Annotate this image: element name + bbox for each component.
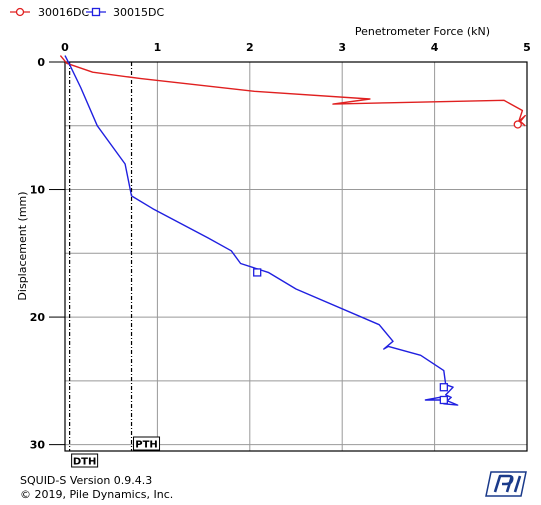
series-1 [59, 55, 526, 129]
x-tick-label-3: 3 [338, 41, 346, 54]
copyright-text: © 2019, Pile Dynamics, Inc. [20, 488, 174, 501]
x-tick-label-2: 2 [246, 41, 254, 54]
x-tick-label-1: 1 [154, 41, 162, 54]
y-tick-labels: 0 10 20 30 [30, 56, 65, 452]
y-tick-label-3: 30 [30, 439, 46, 452]
grid [64, 61, 528, 452]
x-tick-label-4: 4 [431, 41, 439, 54]
y-tick-label-0: 0 [37, 56, 45, 69]
reference-label-box-pth [133, 436, 161, 451]
series-line-2 [64, 55, 459, 406]
series-2-marker-1 [439, 383, 448, 392]
x-axis-title: Penetrometer Force (kN) [355, 25, 490, 38]
reference-label-dth: DTH [73, 457, 97, 468]
legend: 30016DC 30015DC [10, 6, 164, 19]
plot-frame [64, 61, 528, 452]
x-tick-labels: 0 1 2 3 4 5 [61, 41, 531, 54]
series-2-marker-0 [253, 268, 262, 277]
reference-label-box-dth [71, 453, 99, 468]
circle-marker-icon [15, 7, 25, 17]
series-line-1 [59, 55, 526, 127]
series-1-marker-0 [513, 120, 522, 129]
version-text: SQUID-S Version 0.9.4.3 [20, 474, 153, 487]
square-marker-icon [91, 7, 101, 17]
x-tick-label-0: 0 [61, 41, 69, 54]
x-tick-label-5: 5 [523, 41, 531, 54]
y-axis-title: Displacement (mm) [16, 191, 29, 300]
reference-lines: DTH PTH [69, 62, 161, 468]
series-2 [64, 55, 459, 406]
legend-item-series-1: 30016DC [10, 6, 89, 19]
legend-item-series-2: 30015DC [86, 6, 164, 19]
legend-label-series-1: 30016DC [38, 6, 89, 19]
y-tick-label-2: 20 [30, 311, 46, 324]
series-layer [59, 55, 526, 406]
y-tick-label-1: 10 [30, 184, 46, 197]
pile-dynamics-logo [485, 471, 527, 497]
series-2-marker-2 [439, 395, 448, 405]
legend-label-series-2: 30015DC [113, 6, 164, 19]
reference-label-pth: PTH [135, 440, 158, 451]
